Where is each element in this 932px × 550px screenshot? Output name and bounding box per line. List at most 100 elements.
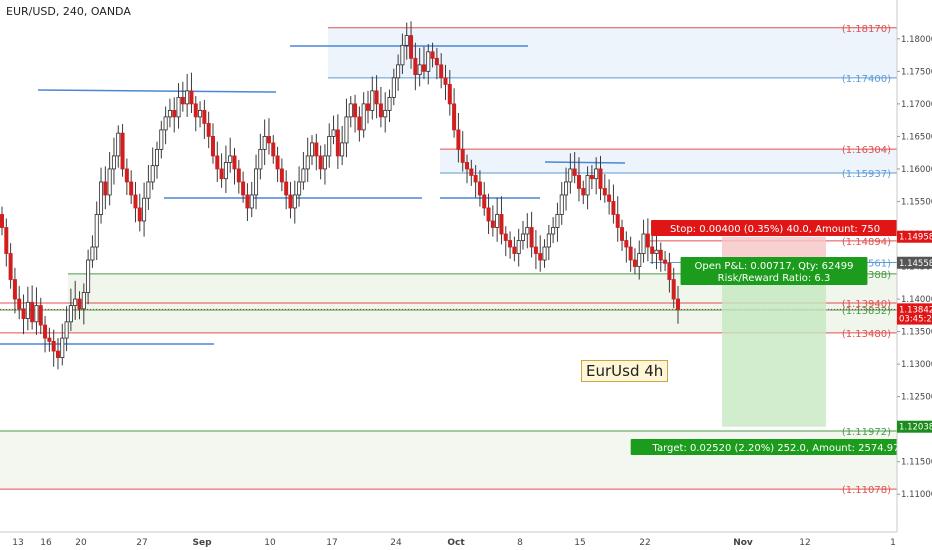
- candle-body: [155, 149, 160, 167]
- candle-body: [159, 129, 164, 150]
- y-tick-label: 1.14000: [901, 295, 932, 305]
- candle-body: [503, 233, 508, 241]
- level-label: (1.13480): [842, 329, 891, 340]
- candle-body: [301, 168, 306, 183]
- candle-body: [482, 194, 487, 209]
- candle-body: [409, 35, 414, 59]
- candle-body: [180, 96, 185, 105]
- candle-body: [469, 168, 474, 176]
- candle-body: [663, 259, 668, 264]
- x-axis[interactable]: 13 16 20 27 Sep 10 17 24 Oct 8 15 22 Nov 12 1: [0, 531, 897, 548]
- x-tick-label: 22: [639, 538, 650, 548]
- candle-body: [73, 298, 78, 306]
- candle-body: [107, 168, 112, 196]
- price-tag-label: 1.14958: [899, 233, 932, 243]
- candle-body: [624, 240, 629, 248]
- candle-body: [228, 155, 233, 163]
- zone-blue-top: [328, 27, 897, 78]
- y-tick-label: 1.17500: [901, 67, 932, 77]
- x-tick-label: Sep: [192, 538, 212, 548]
- y-tick-label: 1.11500: [901, 458, 932, 468]
- candle-body: [340, 142, 345, 157]
- candle-body: [495, 214, 500, 228]
- candle-body: [55, 350, 60, 359]
- candle-body: [396, 64, 401, 79]
- candle-body: [60, 337, 65, 359]
- candle-body: [426, 51, 431, 72]
- level-label: (1.15937): [842, 169, 891, 180]
- level-label: (1.11972): [842, 427, 891, 438]
- candles-layer[interactable]: [0, 21, 681, 370]
- candle-body: [564, 181, 569, 196]
- candle-body: [387, 96, 392, 111]
- candle-body: [163, 116, 168, 131]
- candle-body: [137, 207, 142, 222]
- chart-note[interactable]: EurUsd 4h: [581, 360, 669, 382]
- price-tag: [897, 303, 932, 316]
- candle-body: [602, 188, 607, 196]
- candle-body: [357, 116, 362, 131]
- candle-body: [611, 201, 616, 215]
- candle-body: [38, 305, 43, 326]
- candle-body: [447, 83, 452, 105]
- candle-body: [210, 136, 215, 157]
- candle-body: [361, 103, 366, 131]
- candle-body: [12, 279, 17, 300]
- level-label: (1.11078): [842, 485, 891, 496]
- trendline: [544, 161, 626, 164]
- candle-body: [241, 181, 246, 196]
- chart-title: EUR/USD, 240, OANDA: [6, 5, 131, 18]
- x-tick-label: 1: [890, 538, 896, 548]
- candle-body: [404, 35, 409, 46]
- candle-body: [499, 214, 504, 235]
- candle-body: [538, 253, 543, 261]
- candle-body: [490, 220, 495, 228]
- candle-body: [198, 109, 203, 118]
- candle-body: [391, 77, 396, 98]
- candle-body: [111, 155, 116, 170]
- candle-body: [645, 233, 650, 248]
- candle-body: [378, 103, 383, 118]
- candle-body: [120, 132, 125, 170]
- candle-body: [628, 246, 633, 261]
- candle-body: [4, 227, 9, 254]
- candle-body: [288, 194, 293, 209]
- candle-body: [116, 132, 121, 157]
- pnl-label-text: Open P&L: 0.00717, Qty: 62499: [695, 261, 854, 272]
- candle-body: [551, 227, 556, 235]
- candle-body: [546, 233, 551, 248]
- y-tick-label: 1.16000: [901, 165, 932, 175]
- candle-body: [477, 181, 482, 196]
- candle-body: [129, 181, 134, 196]
- candle-body: [17, 298, 22, 310]
- candle-body: [594, 168, 599, 180]
- candle-body: [335, 129, 340, 157]
- y-tick-label: 1.16500: [901, 132, 932, 142]
- candle-body: [254, 168, 259, 196]
- position-tool[interactable]: Stop: 0.00400 (0.35%) 40.0, Amount: 750 O…: [630, 220, 922, 455]
- candle-body: [383, 109, 388, 118]
- candle-body: [370, 90, 375, 111]
- x-tick-label: 16: [40, 538, 52, 548]
- stop-label-text: Stop: 0.00400 (0.35%) 40.0, Amount: 750: [670, 224, 880, 235]
- x-tick-label: 17: [326, 538, 337, 548]
- y-axis[interactable]: 1.18000 1.17500 1.17000 1.16500 1.16000 1.155…: [896, 0, 932, 550]
- candle-body: [465, 162, 470, 170]
- target-zone: [722, 262, 826, 427]
- candle-body: [25, 301, 30, 319]
- candle-body: [439, 64, 444, 79]
- price-tag-label: 1.13842: [899, 305, 932, 315]
- candle-body: [637, 253, 642, 267]
- candle-body: [262, 136, 267, 150]
- candle-body: [215, 155, 220, 170]
- candle-body: [525, 227, 530, 235]
- candle-body: [314, 142, 319, 157]
- candle-body: [400, 44, 405, 66]
- level-label: (1.13940): [842, 299, 891, 310]
- candle-body: [266, 136, 271, 144]
- candle-body: [576, 175, 581, 189]
- candle-body: [223, 162, 228, 180]
- candle-body: [258, 149, 263, 170]
